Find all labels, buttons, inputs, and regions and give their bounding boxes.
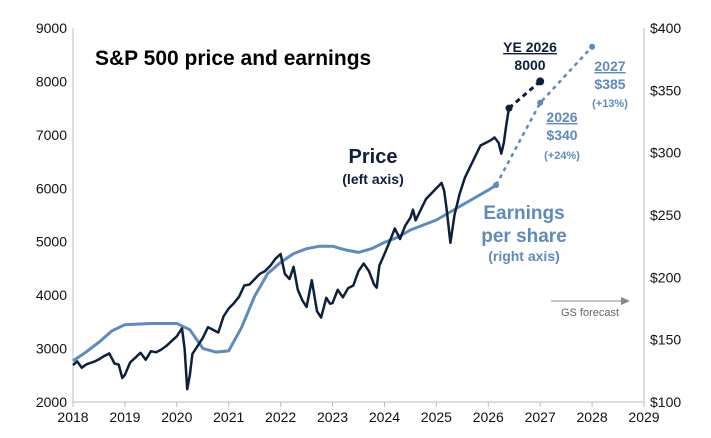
price-current-point [505,104,513,112]
y-left-tick-label: 8000 [36,73,67,89]
x-tick-label: 2018 [57,409,88,425]
eps-2027-change: (+13%) [592,98,628,110]
y-right-tick-label: $350 [650,82,681,98]
price-forecast-line [508,80,542,110]
eps-label-line1: Earnings [483,203,564,224]
eps-line [72,183,497,363]
price-forecast-point [536,77,545,86]
x-tick-label: 2029 [628,409,659,425]
price-sublabel: (left axis) [342,171,403,187]
y-left-tick-label: 3000 [36,341,67,357]
x-tick-label: 2027 [525,409,556,425]
x-tick-label: 2019 [109,409,140,425]
y-right-tick-label: $150 [650,332,681,348]
y-right-tick-label: $200 [650,269,681,285]
y-right-tick-label: $400 [650,20,681,36]
eps-2027-value: $385 [594,76,625,92]
x-tick-label: 2023 [317,409,348,425]
gs-forecast-arrowhead [621,297,630,305]
x-tick-label: 2022 [265,409,296,425]
price-label: Price [349,146,398,168]
y-left-tick-label: 4000 [36,287,67,303]
eps-sublabel: (right axis) [488,248,560,264]
eps-2027-year: 2027 [594,58,625,74]
gs-forecast-label: GS forecast [561,307,619,319]
x-tick-label: 2026 [473,409,504,425]
y-left-tick-label: 7000 [36,127,67,143]
chart-title: S&P 500 price and earnings [95,47,371,70]
eps-forecast-point [537,99,544,106]
eps-2026-change: (+24%) [544,150,580,162]
eps-2026-year: 2026 [546,109,577,125]
y-right-tick-label: $250 [650,207,681,223]
x-tick-label: 2021 [213,409,244,425]
price-line [72,107,511,391]
y-left-tick-label: 9000 [36,20,67,36]
eps-label-line2: per share [481,226,567,247]
eps-forecast-line [494,45,594,186]
price-forecast-label: YE 2026 [503,39,557,55]
y-right-tick-label: $100 [650,394,681,410]
y-left-tick-label: 6000 [36,180,67,196]
y-left-tick-label: 5000 [36,234,67,250]
x-tick-label: 2028 [577,409,608,425]
eps-2026-value: $340 [546,127,577,143]
eps-forecast-point [493,182,500,189]
x-tick-label: 2024 [369,409,400,425]
price-forecast-value: 8000 [514,57,545,73]
y-right-tick-label: $300 [650,145,681,161]
eps-forecast-point [589,43,596,50]
y-left-tick-label: 2000 [36,394,67,410]
x-tick-label: 2025 [421,409,452,425]
x-tick-label: 2020 [161,409,192,425]
